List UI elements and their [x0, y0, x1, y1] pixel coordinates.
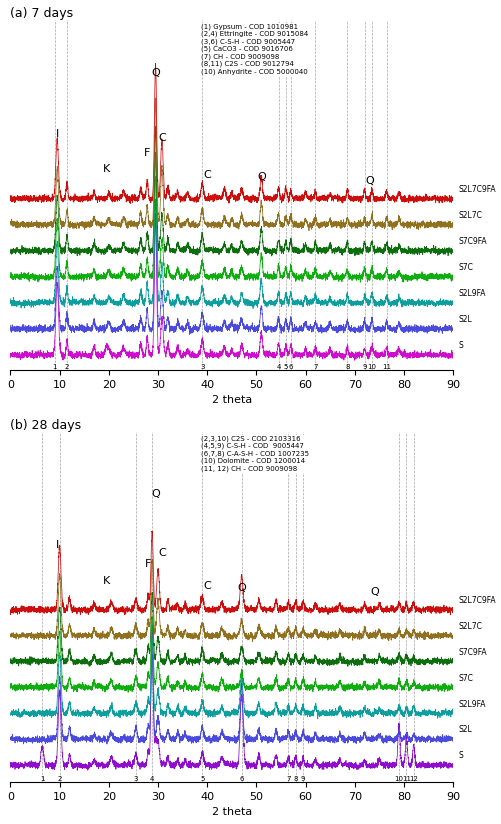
- Text: S7C: S7C: [457, 263, 472, 272]
- Text: S2L7C: S2L7C: [457, 211, 481, 220]
- Text: 4: 4: [150, 776, 154, 782]
- Text: F: F: [144, 147, 150, 157]
- Text: (1) Gypsum - COD 1010981
(2,4) Ettringite - COD 9015084
(3,6) C-S-H - COD 900544: (1) Gypsum - COD 1010981 (2,4) Ettringit…: [200, 23, 308, 75]
- Text: Q: Q: [237, 583, 245, 593]
- Text: C: C: [158, 548, 165, 558]
- Text: I: I: [56, 541, 59, 550]
- Text: (a) 7 days: (a) 7 days: [11, 7, 74, 20]
- X-axis label: 2 theta: 2 theta: [211, 807, 252, 817]
- Text: 10: 10: [367, 364, 376, 370]
- Text: 5: 5: [200, 776, 204, 782]
- Text: S2L7C9FA: S2L7C9FA: [457, 596, 494, 605]
- Text: S2L9FA: S2L9FA: [457, 700, 484, 709]
- Text: F: F: [145, 559, 151, 569]
- Text: S2L9FA: S2L9FA: [457, 289, 484, 298]
- Text: 7: 7: [286, 776, 290, 782]
- Text: S2L7C: S2L7C: [457, 622, 481, 631]
- Text: 3: 3: [199, 364, 204, 370]
- Text: 9: 9: [362, 364, 366, 370]
- Text: 5: 5: [283, 364, 288, 370]
- Text: 8: 8: [344, 364, 349, 370]
- Text: C: C: [158, 133, 165, 143]
- Text: 2: 2: [57, 776, 62, 782]
- Text: K: K: [103, 576, 110, 586]
- Text: C: C: [203, 170, 210, 180]
- Text: (2,3,10) C2S - COD 2103316
(4,5,9) C-S-H - COD  9005447
(6,7,8) C-A-S-H - COD 10: (2,3,10) C2S - COD 2103316 (4,5,9) C-S-H…: [200, 435, 308, 472]
- Text: 2: 2: [65, 364, 69, 370]
- Text: (b) 28 days: (b) 28 days: [11, 419, 81, 432]
- Text: 3: 3: [133, 776, 138, 782]
- Text: 7: 7: [313, 364, 317, 370]
- Text: 11: 11: [381, 364, 390, 370]
- Text: 6: 6: [239, 776, 243, 782]
- Text: 8: 8: [293, 776, 298, 782]
- Text: S7C: S7C: [457, 674, 472, 682]
- Text: I: I: [56, 129, 59, 139]
- Text: 4: 4: [276, 364, 280, 370]
- Text: K: K: [103, 165, 110, 175]
- Text: 12: 12: [408, 776, 417, 782]
- Text: S2L: S2L: [457, 725, 471, 734]
- Text: 1: 1: [40, 776, 45, 782]
- Text: S: S: [457, 751, 462, 761]
- Text: Q: Q: [151, 489, 160, 499]
- Text: Q: Q: [151, 68, 160, 77]
- Text: Q: Q: [364, 176, 373, 185]
- Text: 6: 6: [288, 364, 293, 370]
- Text: 9: 9: [300, 776, 305, 782]
- Text: S2L7C9FA: S2L7C9FA: [457, 185, 494, 194]
- Text: Q: Q: [369, 587, 378, 597]
- Text: 11: 11: [401, 776, 410, 782]
- Text: Q: Q: [257, 172, 265, 182]
- Text: S2L: S2L: [457, 315, 471, 324]
- Text: S: S: [457, 341, 462, 350]
- X-axis label: 2 theta: 2 theta: [211, 395, 252, 405]
- Text: C: C: [203, 581, 210, 591]
- Text: 1: 1: [53, 364, 57, 370]
- Text: 10: 10: [394, 776, 403, 782]
- Text: S7C9FA: S7C9FA: [457, 648, 485, 657]
- Text: S7C9FA: S7C9FA: [457, 236, 485, 246]
